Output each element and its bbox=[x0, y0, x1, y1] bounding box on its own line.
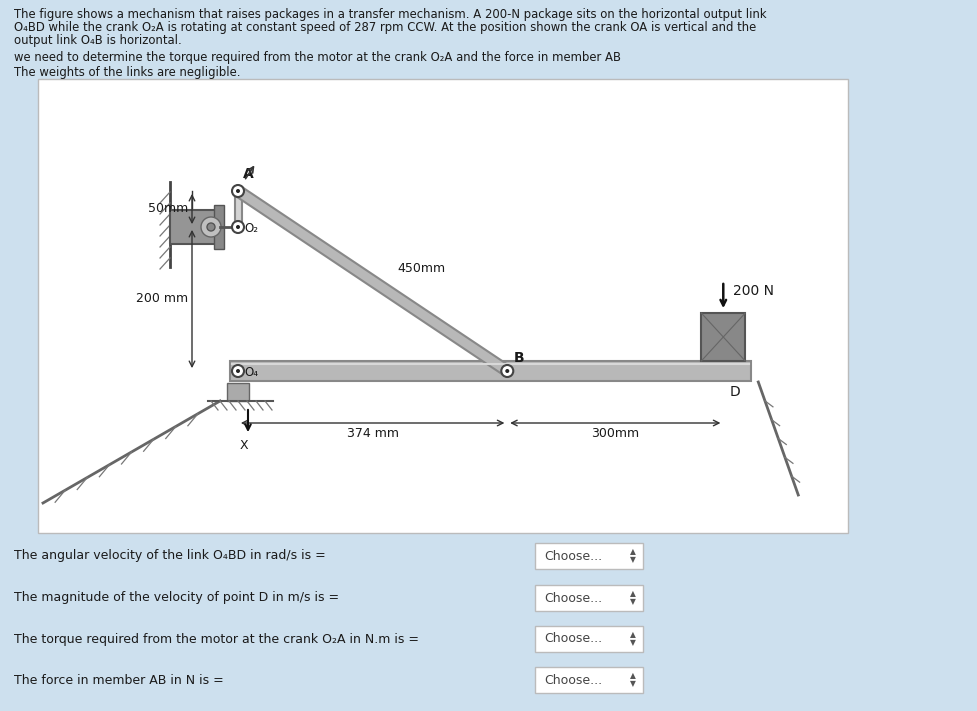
Bar bbox=[38, 79, 847, 533]
Text: A: A bbox=[242, 167, 253, 181]
Text: ▲: ▲ bbox=[629, 547, 635, 557]
Circle shape bbox=[505, 369, 509, 373]
Text: The weights of the links are negligible.: The weights of the links are negligible. bbox=[14, 66, 240, 79]
Polygon shape bbox=[234, 187, 241, 231]
Text: ▲: ▲ bbox=[629, 631, 635, 639]
Text: The torque required from the motor at the crank O₂A in N.m is =: The torque required from the motor at th… bbox=[14, 633, 418, 646]
Text: ▼: ▼ bbox=[629, 638, 635, 648]
Circle shape bbox=[232, 185, 243, 197]
Text: The angular velocity of the link O₄BD in rad/s is =: The angular velocity of the link O₄BD in… bbox=[14, 550, 325, 562]
Bar bbox=[534, 626, 642, 652]
Polygon shape bbox=[234, 186, 510, 375]
Text: The magnitude of the velocity of point D in m/s is =: The magnitude of the velocity of point D… bbox=[14, 592, 339, 604]
Circle shape bbox=[232, 221, 243, 233]
Text: D: D bbox=[729, 385, 740, 399]
Circle shape bbox=[501, 365, 513, 377]
Bar bbox=[701, 313, 744, 361]
Text: ▲: ▲ bbox=[629, 671, 635, 680]
Text: X: X bbox=[239, 439, 248, 452]
Text: ▲: ▲ bbox=[629, 589, 635, 599]
Text: ▼: ▼ bbox=[629, 597, 635, 606]
Circle shape bbox=[235, 225, 239, 229]
Text: 50mm: 50mm bbox=[148, 203, 188, 215]
Bar bbox=[170, 210, 216, 244]
Text: Choose...: Choose... bbox=[543, 550, 602, 562]
Text: 200 mm: 200 mm bbox=[136, 292, 188, 306]
Text: The force in member AB in N is =: The force in member AB in N is = bbox=[14, 673, 224, 687]
Text: ▼: ▼ bbox=[629, 680, 635, 688]
Text: 300mm: 300mm bbox=[591, 427, 639, 440]
Text: O₄: O₄ bbox=[243, 366, 258, 380]
Text: The figure shows a mechanism that raises packages in a transfer mechanism. A 200: The figure shows a mechanism that raises… bbox=[14, 8, 766, 21]
Text: Choose...: Choose... bbox=[543, 633, 602, 646]
Bar bbox=[534, 585, 642, 611]
Text: ▼: ▼ bbox=[629, 555, 635, 565]
Circle shape bbox=[235, 189, 239, 193]
Bar bbox=[534, 543, 642, 569]
Circle shape bbox=[235, 369, 239, 373]
Text: O₂: O₂ bbox=[243, 223, 258, 235]
Text: 374 mm: 374 mm bbox=[346, 427, 399, 440]
Circle shape bbox=[201, 217, 221, 237]
Text: Choose...: Choose... bbox=[543, 592, 602, 604]
Bar bbox=[534, 667, 642, 693]
Text: Choose...: Choose... bbox=[543, 673, 602, 687]
Text: O₄BD while the crank O₂A is rotating at constant speed of 287 rpm CCW. At the po: O₄BD while the crank O₂A is rotating at … bbox=[14, 21, 755, 34]
Circle shape bbox=[207, 223, 215, 231]
Text: B: B bbox=[513, 351, 524, 365]
Bar bbox=[227, 383, 249, 401]
Text: 200 N: 200 N bbox=[733, 284, 774, 298]
Text: we need to determine the torque required from the motor at the crank O₂A and the: we need to determine the torque required… bbox=[14, 51, 620, 64]
Bar bbox=[214, 205, 224, 249]
Circle shape bbox=[232, 365, 243, 377]
Text: output link O₄B is horizontal.: output link O₄B is horizontal. bbox=[14, 34, 182, 47]
Text: 450mm: 450mm bbox=[398, 262, 446, 275]
Bar bbox=[230, 361, 750, 381]
